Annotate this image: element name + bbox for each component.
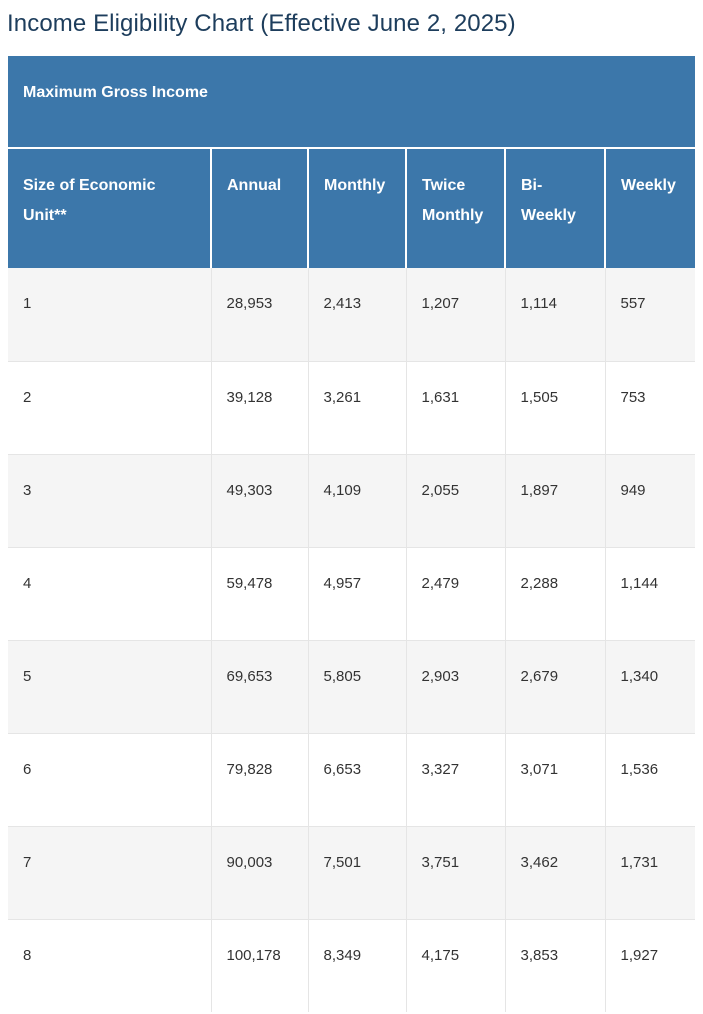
column-header-twice-monthly: Twice Monthly <box>406 148 506 268</box>
income-value-cell: 4,109 <box>308 454 407 548</box>
income-value-cell: 4,175 <box>406 919 506 1012</box>
table-row: 5 69,653 5,805 2,903 2,679 1,340 <box>8 640 696 734</box>
unit-size-cell: 1 <box>8 268 212 362</box>
unit-size-cell: 2 <box>8 361 212 455</box>
column-header-annual: Annual <box>211 148 309 268</box>
income-value-cell: 6,653 <box>308 733 407 827</box>
column-header-bi-weekly: Bi-Weekly <box>505 148 606 268</box>
table-row: 8 100,178 8,349 4,175 3,853 1,927 <box>8 919 696 1012</box>
income-value-cell: 557 <box>605 268 696 362</box>
income-value-cell: 1,114 <box>505 268 606 362</box>
income-value-cell: 3,261 <box>308 361 407 455</box>
income-value-cell: 3,462 <box>505 826 606 920</box>
income-value-cell: 3,853 <box>505 919 606 1012</box>
table-row: 2 39,128 3,261 1,631 1,505 753 <box>8 361 696 455</box>
page-title: Income Eligibility Chart (Effective June… <box>7 10 516 37</box>
income-value-cell: 1,631 <box>406 361 506 455</box>
income-value-cell: 1,927 <box>605 919 696 1012</box>
section-header-row: Maximum Gross Income <box>8 56 696 149</box>
unit-size-cell: 4 <box>8 547 212 641</box>
income-value-cell: 1,731 <box>605 826 696 920</box>
income-value-cell: 2,288 <box>505 547 606 641</box>
unit-size-cell: 6 <box>8 733 212 827</box>
unit-size-cell: 3 <box>8 454 212 548</box>
income-value-cell: 28,953 <box>211 268 309 362</box>
income-value-cell: 49,303 <box>211 454 309 548</box>
income-value-cell: 1,144 <box>605 547 696 641</box>
table-body: 1 28,953 2,413 1,207 1,114 557 2 39,128 3,261 1,6… <box>8 268 696 1012</box>
income-value-cell: 39,128 <box>211 361 309 455</box>
income-value-cell: 7,501 <box>308 826 407 920</box>
income-value-cell: 1,897 <box>505 454 606 548</box>
income-value-cell: 1,207 <box>406 268 506 362</box>
income-value-cell: 1,536 <box>605 733 696 827</box>
income-value-cell: 79,828 <box>211 733 309 827</box>
income-value-cell: 1,505 <box>505 361 606 455</box>
column-header-weekly: Weekly <box>605 148 696 268</box>
column-header-monthly: Monthly <box>308 148 407 268</box>
income-value-cell: 3,751 <box>406 826 506 920</box>
table-row: 6 79,828 6,653 3,327 3,071 1,536 <box>8 733 696 827</box>
table-header: Maximum Gross Income Size of Economic Un… <box>8 56 696 268</box>
income-value-cell: 8,349 <box>308 919 407 1012</box>
income-value-cell: 90,003 <box>211 826 309 920</box>
table-row: 4 59,478 4,957 2,479 2,288 1,144 <box>8 547 696 641</box>
unit-size-cell: 7 <box>8 826 212 920</box>
unit-size-cell: 5 <box>8 640 212 734</box>
income-value-cell: 5,805 <box>308 640 407 734</box>
income-value-cell: 1,340 <box>605 640 696 734</box>
income-value-cell: 4,957 <box>308 547 407 641</box>
income-value-cell: 100,178 <box>211 919 309 1012</box>
section-header: Maximum Gross Income <box>8 56 696 149</box>
income-value-cell: 2,055 <box>406 454 506 548</box>
income-eligibility-table: Maximum Gross Income Size of Economic Un… <box>8 56 696 1012</box>
income-value-cell: 2,903 <box>406 640 506 734</box>
table-row: 3 49,303 4,109 2,055 1,897 949 <box>8 454 696 548</box>
column-header-row: Size of Economic Unit** Annual Monthly T… <box>8 148 696 268</box>
income-value-cell: 2,413 <box>308 268 407 362</box>
income-value-cell: 2,479 <box>406 547 506 641</box>
unit-size-cell: 8 <box>8 919 212 1012</box>
column-header-size-of-economic-unit: Size of Economic Unit** <box>8 148 212 268</box>
table-row: 7 90,003 7,501 3,751 3,462 1,731 <box>8 826 696 920</box>
income-value-cell: 2,679 <box>505 640 606 734</box>
income-value-cell: 69,653 <box>211 640 309 734</box>
income-value-cell: 3,327 <box>406 733 506 827</box>
income-value-cell: 3,071 <box>505 733 606 827</box>
table-row: 1 28,953 2,413 1,207 1,114 557 <box>8 268 696 362</box>
income-value-cell: 949 <box>605 454 696 548</box>
income-value-cell: 59,478 <box>211 547 309 641</box>
income-value-cell: 753 <box>605 361 696 455</box>
